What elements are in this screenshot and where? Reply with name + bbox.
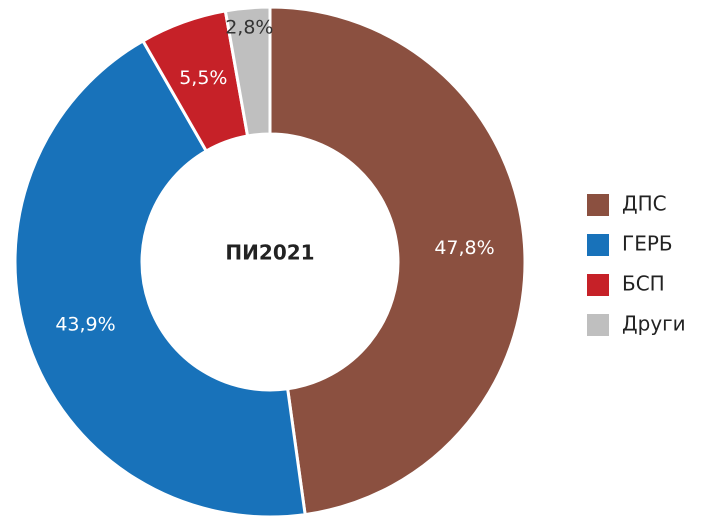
legend-swatch xyxy=(587,314,609,336)
legend-swatch xyxy=(587,274,609,296)
legend-label: БСП xyxy=(622,272,665,296)
legend-swatch xyxy=(587,234,609,256)
data-label: 2,8% xyxy=(225,16,273,38)
legend-label: ДПС xyxy=(622,192,667,216)
slice xyxy=(223,5,272,138)
slice xyxy=(268,5,527,517)
slice xyxy=(13,38,307,517)
data-label: 47,8% xyxy=(434,237,494,259)
data-label: 5,5% xyxy=(179,67,227,89)
legend-label: ГЕРБ xyxy=(622,232,673,256)
data-label: 43,9% xyxy=(55,314,115,336)
legend-swatch xyxy=(587,194,609,216)
center-text: ПИ2021 xyxy=(225,241,314,265)
legend-label: Други xyxy=(622,312,686,336)
